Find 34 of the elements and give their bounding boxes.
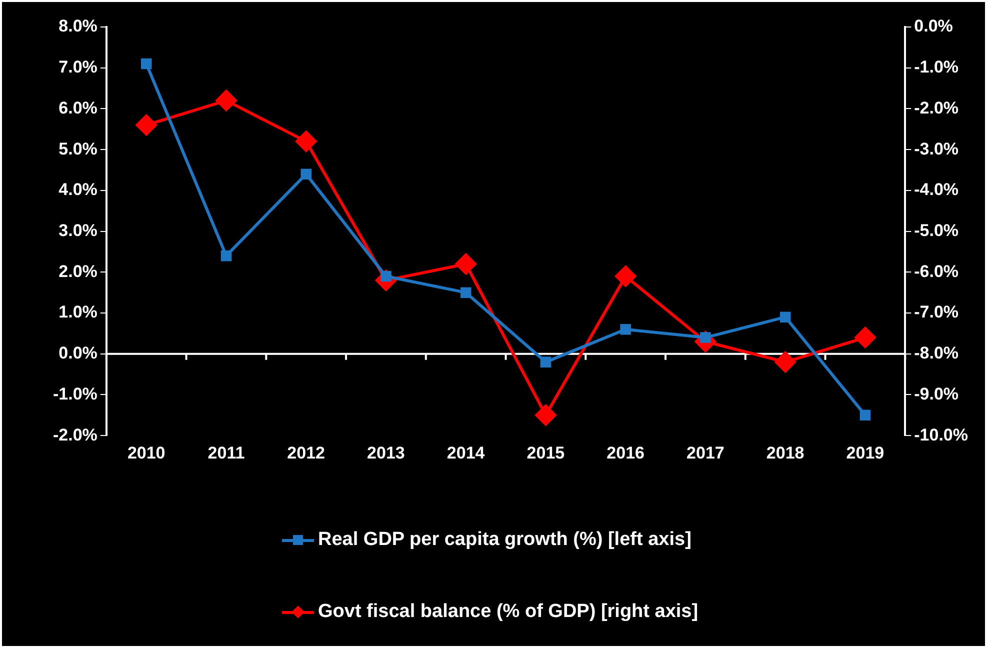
y2-tick-label: -8.0% [914,344,959,363]
y-tick-label: 7.0% [58,58,98,77]
y-tick-label: 3.0% [58,220,98,240]
x-tick-label: 2011 [208,443,245,462]
y-tick-label: -1.0% [52,384,98,404]
x-tick-label: 2015 [526,443,565,462]
y-tick-label: 2.0% [58,262,98,281]
x-tick-label: 2014 [446,443,486,462]
y2-tick-label: -1.0% [914,58,959,77]
y-tick-label: 0.0% [58,344,98,363]
y2-tick-label: -3.0% [914,139,959,158]
y-tick-label: 1.0% [58,302,98,322]
y2-tick-label: -9.0% [914,384,959,404]
x-tick-label: 2018 [766,443,804,462]
x-tick-label: 2016 [606,443,644,462]
y2-tick-label: -7.0% [914,302,959,322]
y-tick-label: 6.0% [58,98,98,118]
y-tick-label: 8.0% [58,16,98,36]
y2-tick-label: -6.0% [914,262,959,281]
legend-label: Govt fiscal balance (% of GDP) [right axis] [318,601,698,623]
x-tick-label: 2019 [846,443,884,462]
y2-tick-label: 0.0% [914,16,953,36]
x-tick-label: 2017 [686,443,724,462]
y2-tick-label: -10.0% [914,425,968,444]
y-tick-label: 4.0% [58,180,98,200]
x-tick-label: 2013 [367,443,405,462]
x-tick-label: 2010 [127,443,166,462]
y2-tick-label: -4.0% [914,180,959,200]
y2-tick-label: -5.0% [914,220,959,240]
y2-tick-label: -2.0% [914,98,959,118]
y-tick-label: 5.0% [58,139,98,158]
legend-label: Real GDP per capita growth (%) [left axis] [318,529,692,551]
y-tick-label: -2.0% [52,425,98,444]
x-tick-label: 2012 [287,443,326,462]
